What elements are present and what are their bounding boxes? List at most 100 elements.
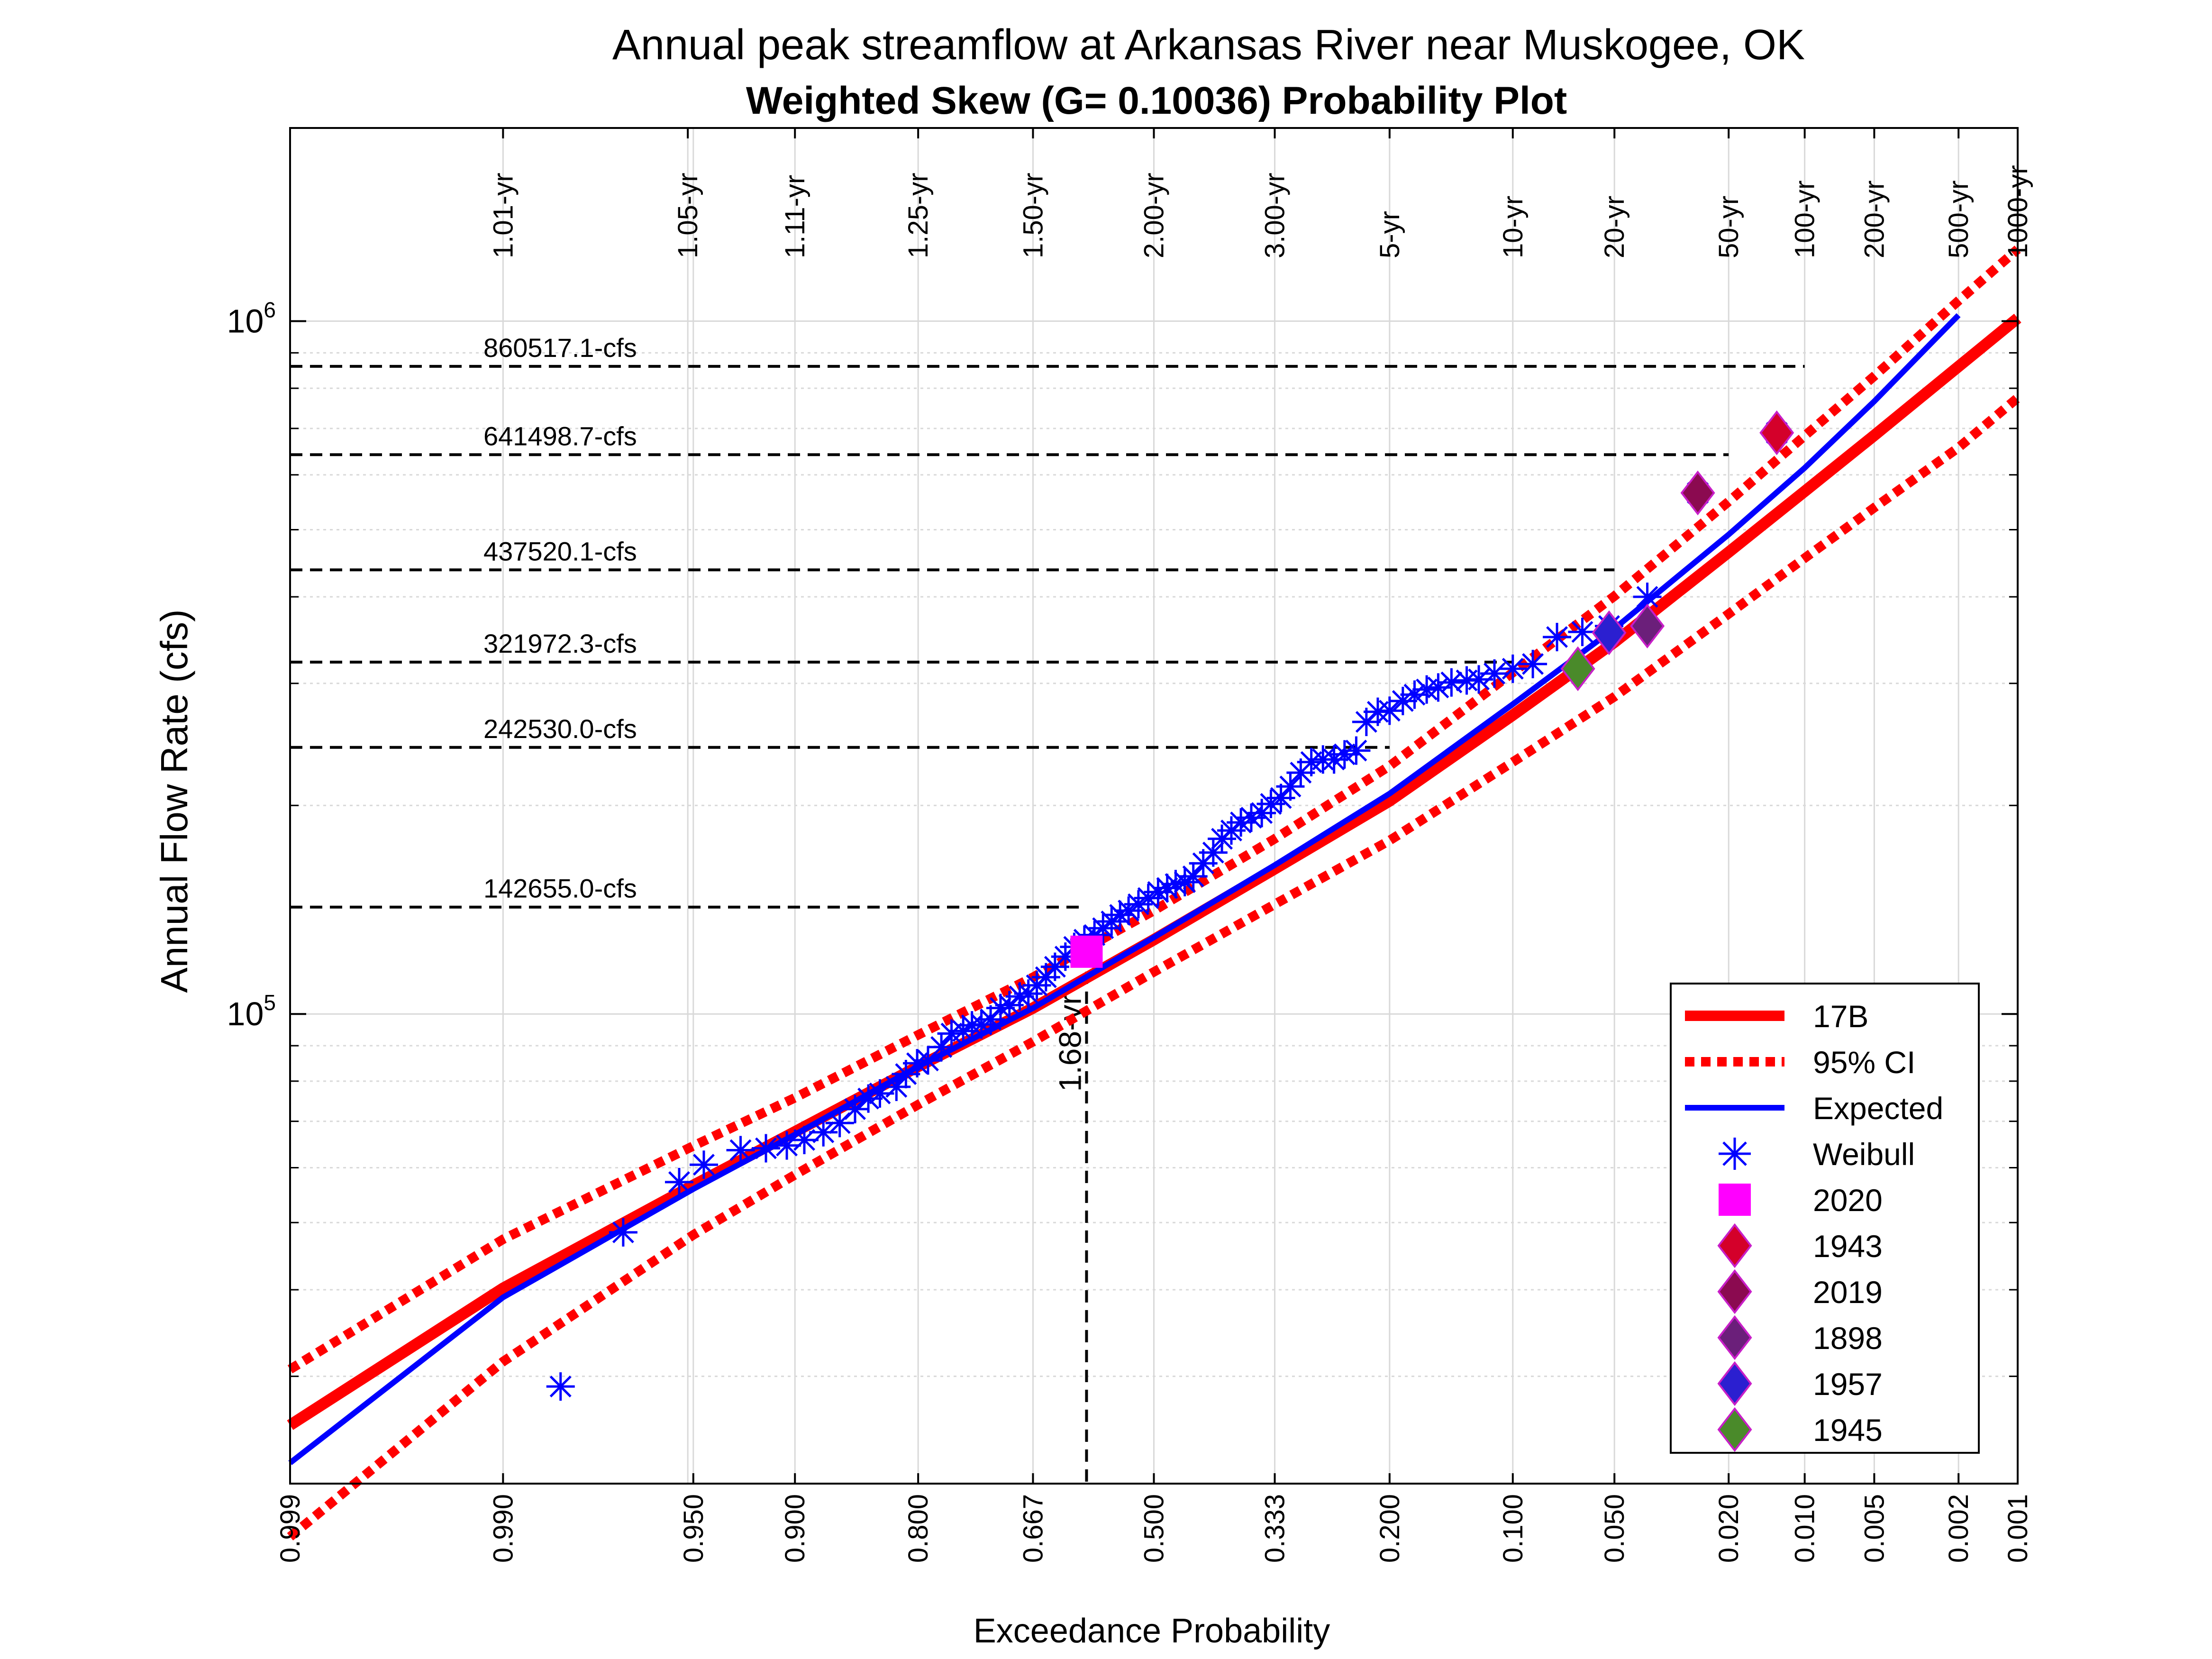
weibull-point [1153,874,1182,902]
weibull-point [854,1084,883,1113]
asterisk-stroke [1240,807,1262,829]
return-period-label: 1.05-yr [673,173,703,258]
legend-item-17b: 17B [1685,999,1868,1034]
reference-line-label: 641498.7-cfs [483,421,637,451]
x-tick-label: 0.500 [1139,1494,1170,1563]
x-tick-label: 0.990 [488,1494,519,1563]
return-period-label: 100-yr [1790,181,1821,258]
asterisk-stroke [1345,739,1367,762]
return-period-label: 2.00-yr [1139,173,1170,258]
weibull-point [689,1150,718,1179]
weibull-point [1388,686,1417,715]
legend-swatch [1717,1269,1752,1314]
legend-label: 2020 [1813,1183,1883,1218]
asterisk-stroke [998,994,1020,1016]
weibull-point [1480,659,1509,688]
x-tick-label: 0.950 [678,1494,709,1563]
reference-line-label: 321972.3-cfs [483,629,637,658]
return-period-label: 1.50-yr [1018,173,1048,258]
x-tick-label: 0.900 [780,1494,810,1563]
asterisk-stroke [812,1121,835,1143]
asterisk-stroke [844,1098,866,1120]
reference-line-label: 860517.1-cfs [483,333,637,363]
weibull-point [1330,740,1359,769]
asterisk-stroke [1009,985,1031,1008]
return-period-label: 1000-yr [2003,165,2033,258]
asterisk-stroke [885,1076,908,1098]
legend-label: 17B [1813,999,1868,1034]
legend-label: 2019 [1813,1275,1883,1310]
weibull-point [1266,784,1295,812]
legend-item-1945: 1945 [1717,1407,1883,1452]
asterisk-stroke [1323,748,1345,771]
x-tick-label: 0.005 [1859,1494,1890,1563]
x-tick-label: 0.333 [1260,1494,1291,1563]
return-period-label: 3.00-yr [1260,173,1291,258]
axes: 0.999 0.990 0.950 0.900 0.800 0.667 0.500 0.333… [227,127,2033,1563]
asterisk-stroke [1722,1141,1747,1166]
weibull-point [1498,654,1527,683]
asterisk-stroke [1378,700,1401,722]
x-tick-label: 0.002 [1943,1494,1974,1563]
year-1898-marker [1630,603,1665,649]
legend-item-1898: 1898 [1717,1315,1883,1360]
weibull-point [1199,838,1228,867]
weibull-point [1089,914,1118,943]
x-tick-label: 0.100 [1498,1494,1529,1563]
x-tick-label: 0.020 [1713,1494,1744,1563]
weibull-point [1437,668,1466,697]
y-tick-label: 106 [227,297,276,339]
legend-label: 1957 [1813,1367,1883,1402]
legend-item-weibull: Weibull [1719,1137,1915,1172]
legend-item-2020: 2020 [1719,1183,1883,1218]
legend-label: Expected [1813,1091,1943,1126]
return-period-label: 1.25-yr [903,173,934,258]
legend-item-2019: 2019 [1717,1269,1883,1314]
reference-line-label: 142655.0-cfs [483,874,637,903]
legend-label: 1945 [1813,1413,1883,1448]
weibull-point [1342,736,1371,765]
series-lines [287,246,2021,1540]
asterisk-stroke [1484,663,1506,684]
legend-item-1943: 1943 [1717,1223,1883,1268]
legend-item-95-ci: 95% CI [1685,1045,1915,1080]
weibull-point [995,991,1024,1020]
weibull-point [665,1167,693,1196]
data-points [546,410,1794,1401]
asterisk-stroke [755,1137,777,1159]
x-tick-label: 0.010 [1790,1494,1821,1563]
asterisk-stroke [1571,621,1593,643]
y-axis-label: Annual Flow Rate (cfs) [153,609,195,993]
asterisk-stroke [1502,657,1524,680]
return-period-label: 200-yr [1859,181,1890,258]
year-1957-marker [1592,610,1627,656]
asterisk-stroke [1270,787,1292,809]
asterisk-stroke [549,1376,572,1398]
reference-lines: 860517.1-cfs 641498.7-cfs 437520.1-cfs 3219… [290,333,1805,1484]
return-period-label: 50-yr [1713,196,1744,258]
weibull-point [546,1372,575,1401]
asterisk-stroke [1333,743,1356,766]
weibull-point [1320,745,1348,774]
legend-swatch [1717,1361,1752,1406]
return-period-label: 1.11-yr [780,175,810,258]
asterisk-stroke [1182,865,1204,887]
asterisk-stroke [729,1139,752,1161]
weibull-point [609,1218,637,1247]
legend-swatch [1717,1223,1752,1268]
legend-swatch [1717,1407,1752,1452]
asterisk-stroke [668,1171,690,1193]
legend-swatch [1719,1184,1751,1216]
x-tick-label: 0.667 [1018,1494,1048,1563]
y-tick-label: 105 [227,990,276,1032]
asterisk-stroke [1403,684,1426,706]
asterisk-stroke [612,1221,634,1243]
weibull-point [773,1131,801,1160]
weibull-point [726,1136,755,1165]
return-period-label: 1.01-yr [488,173,519,258]
chart-title: Annual peak streamflow at Arkansas River… [612,21,1805,69]
legend-label: 1943 [1813,1229,1883,1264]
legend-label: 95% CI [1813,1045,1915,1080]
x-tick-label: 0.800 [903,1494,934,1563]
